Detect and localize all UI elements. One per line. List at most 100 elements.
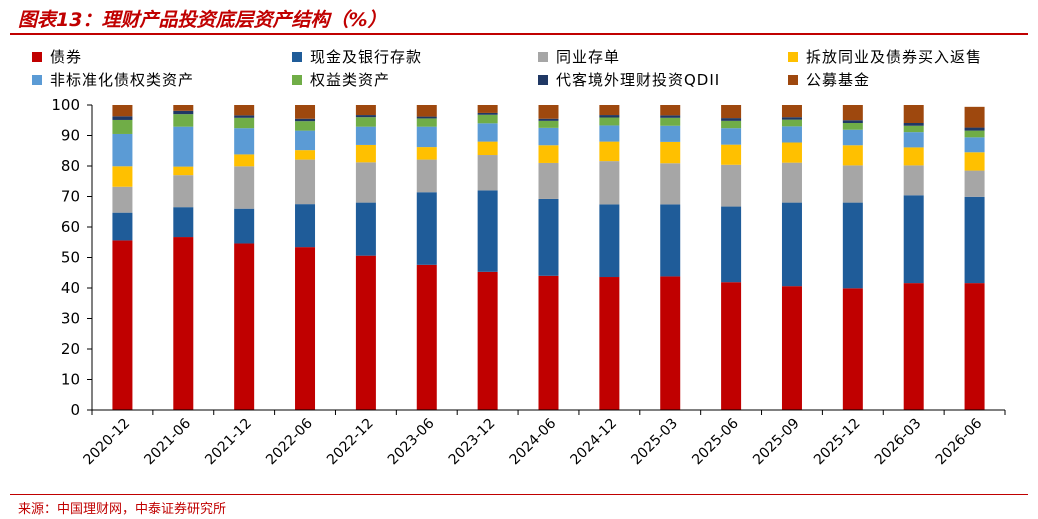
bar-segment — [964, 137, 985, 153]
bar-segment — [355, 115, 376, 118]
bar-segment — [842, 105, 863, 121]
x-tick-label: 2020-12 — [81, 416, 134, 469]
legend-item: 拆放同业及债券买入返售 — [788, 46, 982, 67]
bar-segment — [599, 125, 620, 142]
legend-swatch — [788, 74, 798, 85]
legend-item: 同业存单 — [538, 46, 620, 67]
bar-segment — [660, 204, 681, 277]
legend-item: 现金及银行存款 — [292, 46, 422, 67]
bar-segment — [477, 271, 498, 410]
bar-segment — [964, 283, 985, 410]
bar-segment — [538, 127, 559, 146]
legend-label: 现金及银行存款 — [310, 48, 423, 66]
page-title: 图表13：理财产品投资底层资产结构（%） — [18, 9, 387, 31]
bar-segment — [842, 120, 863, 123]
bar-segment — [295, 247, 316, 410]
bar-segment — [295, 121, 316, 131]
bar-segment — [416, 147, 437, 160]
y-tick-label: 0 — [70, 401, 80, 419]
bar-segment — [660, 115, 681, 118]
bar-segment — [112, 186, 133, 213]
bar-segment — [660, 125, 681, 142]
legend-item: 债券 — [32, 46, 82, 67]
bar-segment — [355, 202, 376, 256]
bar-segment — [964, 130, 985, 138]
bar-segment — [903, 105, 924, 123]
bar-segment — [599, 115, 620, 118]
bar-segment — [781, 119, 802, 127]
bar-segment — [660, 117, 681, 126]
bar-segment — [234, 154, 255, 167]
bar-segment — [903, 132, 924, 148]
bar-segment — [355, 105, 376, 116]
y-tick-label: 20 — [61, 340, 80, 358]
legend-swatch — [538, 51, 548, 62]
bar-segment — [599, 277, 620, 410]
bar-segment — [416, 192, 437, 265]
bar-segment — [538, 198, 559, 276]
legend-swatch — [32, 74, 42, 85]
bar-segment — [295, 159, 316, 205]
legend-label: 拆放同业及债券买入返售 — [806, 48, 983, 66]
x-tick-label: 2025-03 — [628, 416, 681, 469]
bar-segment — [781, 126, 802, 143]
bar-segment — [721, 105, 742, 119]
bar-segment — [173, 237, 194, 410]
bar-segment — [477, 114, 498, 124]
x-tick-label: 2021-06 — [141, 415, 194, 468]
bar-segment — [416, 126, 437, 148]
legend-swatch — [292, 74, 302, 85]
bar-segment — [477, 112, 498, 115]
bar-segment — [477, 123, 498, 142]
bar-segment — [112, 133, 133, 167]
x-tick-label: 2025-06 — [689, 415, 742, 468]
bar-segment — [964, 106, 985, 128]
x-tick-label: 2022-06 — [263, 415, 316, 468]
y-tick-label: 30 — [61, 310, 80, 328]
bar-segment — [964, 127, 985, 131]
x-tick-label: 2024-06 — [507, 415, 560, 468]
y-tick-label: 100 — [51, 96, 80, 114]
legend-swatch — [538, 74, 548, 85]
footer-rule — [10, 494, 1028, 495]
bar-segment — [173, 166, 194, 176]
bar-segment — [842, 129, 863, 146]
legend-swatch — [788, 51, 798, 62]
bar-segment — [234, 243, 255, 410]
bar-segment — [234, 128, 255, 155]
bars-layer — [112, 105, 985, 410]
bar-segment — [173, 114, 194, 127]
bar-segment — [599, 141, 620, 162]
bar-segment — [416, 159, 437, 193]
bar-segment — [173, 175, 194, 208]
legend-label: 同业存单 — [556, 48, 621, 66]
bar-segment — [477, 141, 498, 156]
title-rule — [10, 33, 1028, 35]
bar-segment — [112, 116, 133, 120]
bar-segment — [721, 128, 742, 145]
bar-segment — [477, 190, 498, 272]
bar-segment — [842, 165, 863, 203]
legend-label: 债券 — [50, 48, 83, 66]
legend-label: 非标准化债权类资产 — [50, 71, 195, 89]
bar-segment — [721, 206, 742, 283]
x-tick-label: 2024-12 — [568, 416, 621, 469]
y-tick-label: 40 — [61, 279, 80, 297]
bar-segment — [173, 207, 194, 238]
bar-segment — [355, 144, 376, 163]
bar-segment — [295, 204, 316, 248]
bar-segment — [721, 144, 742, 165]
legend-label: 公募基金 — [806, 71, 871, 89]
x-tick-label: 2021-12 — [202, 416, 255, 469]
bar-segment — [355, 255, 376, 410]
bar-segment — [660, 163, 681, 205]
bar-segment — [355, 117, 376, 127]
y-tick-label: 10 — [61, 371, 80, 389]
bar-segment — [964, 196, 985, 284]
bar-segment — [721, 282, 742, 410]
legend-label: 权益类资产 — [310, 71, 391, 89]
bar-segment — [721, 164, 742, 207]
bar-segment — [295, 130, 316, 151]
bar-segment — [416, 116, 437, 119]
bar-segment — [538, 162, 559, 199]
